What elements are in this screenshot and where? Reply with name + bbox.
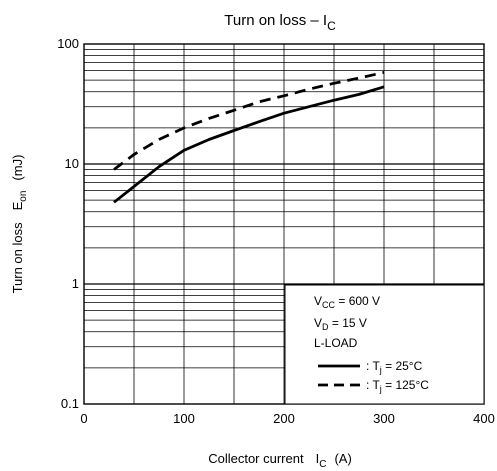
y-axis-label: Turn on lossEon(mJ) bbox=[10, 155, 29, 294]
condition-load: L-LOAD bbox=[314, 336, 358, 350]
condition-vd: VD = 15 V bbox=[314, 316, 367, 332]
x-tick-label: 400 bbox=[473, 411, 495, 426]
y-tick-label: 10 bbox=[65, 156, 79, 171]
legend-label-25c: : Tj = 25°C bbox=[366, 359, 423, 375]
series-line-25c bbox=[113, 85, 385, 204]
chart-title: Turn on loss – IC bbox=[224, 12, 336, 33]
x-tick-label: 100 bbox=[173, 411, 195, 426]
y-tick-label: 100 bbox=[57, 36, 79, 51]
x-tick-label: 200 bbox=[273, 411, 295, 426]
x-tick-labels: 0 100 200 300 400 bbox=[80, 411, 494, 426]
series-lines bbox=[113, 71, 385, 204]
condition-vcc: VCC = 600 V bbox=[314, 294, 380, 310]
legend-label-125c: : Tj = 125°C bbox=[366, 378, 429, 394]
series-line-125c bbox=[113, 71, 385, 171]
y-tick-label: 0.1 bbox=[61, 396, 79, 411]
y-tick-labels: 0.1 1 10 100 bbox=[57, 36, 79, 411]
plot-frame bbox=[83, 43, 485, 405]
x-tick-label: 0 bbox=[80, 411, 87, 426]
x-axis-label: Collector current IC (A) bbox=[208, 451, 352, 470]
y-tick-label: 1 bbox=[72, 276, 79, 291]
x-tick-label: 300 bbox=[373, 411, 395, 426]
